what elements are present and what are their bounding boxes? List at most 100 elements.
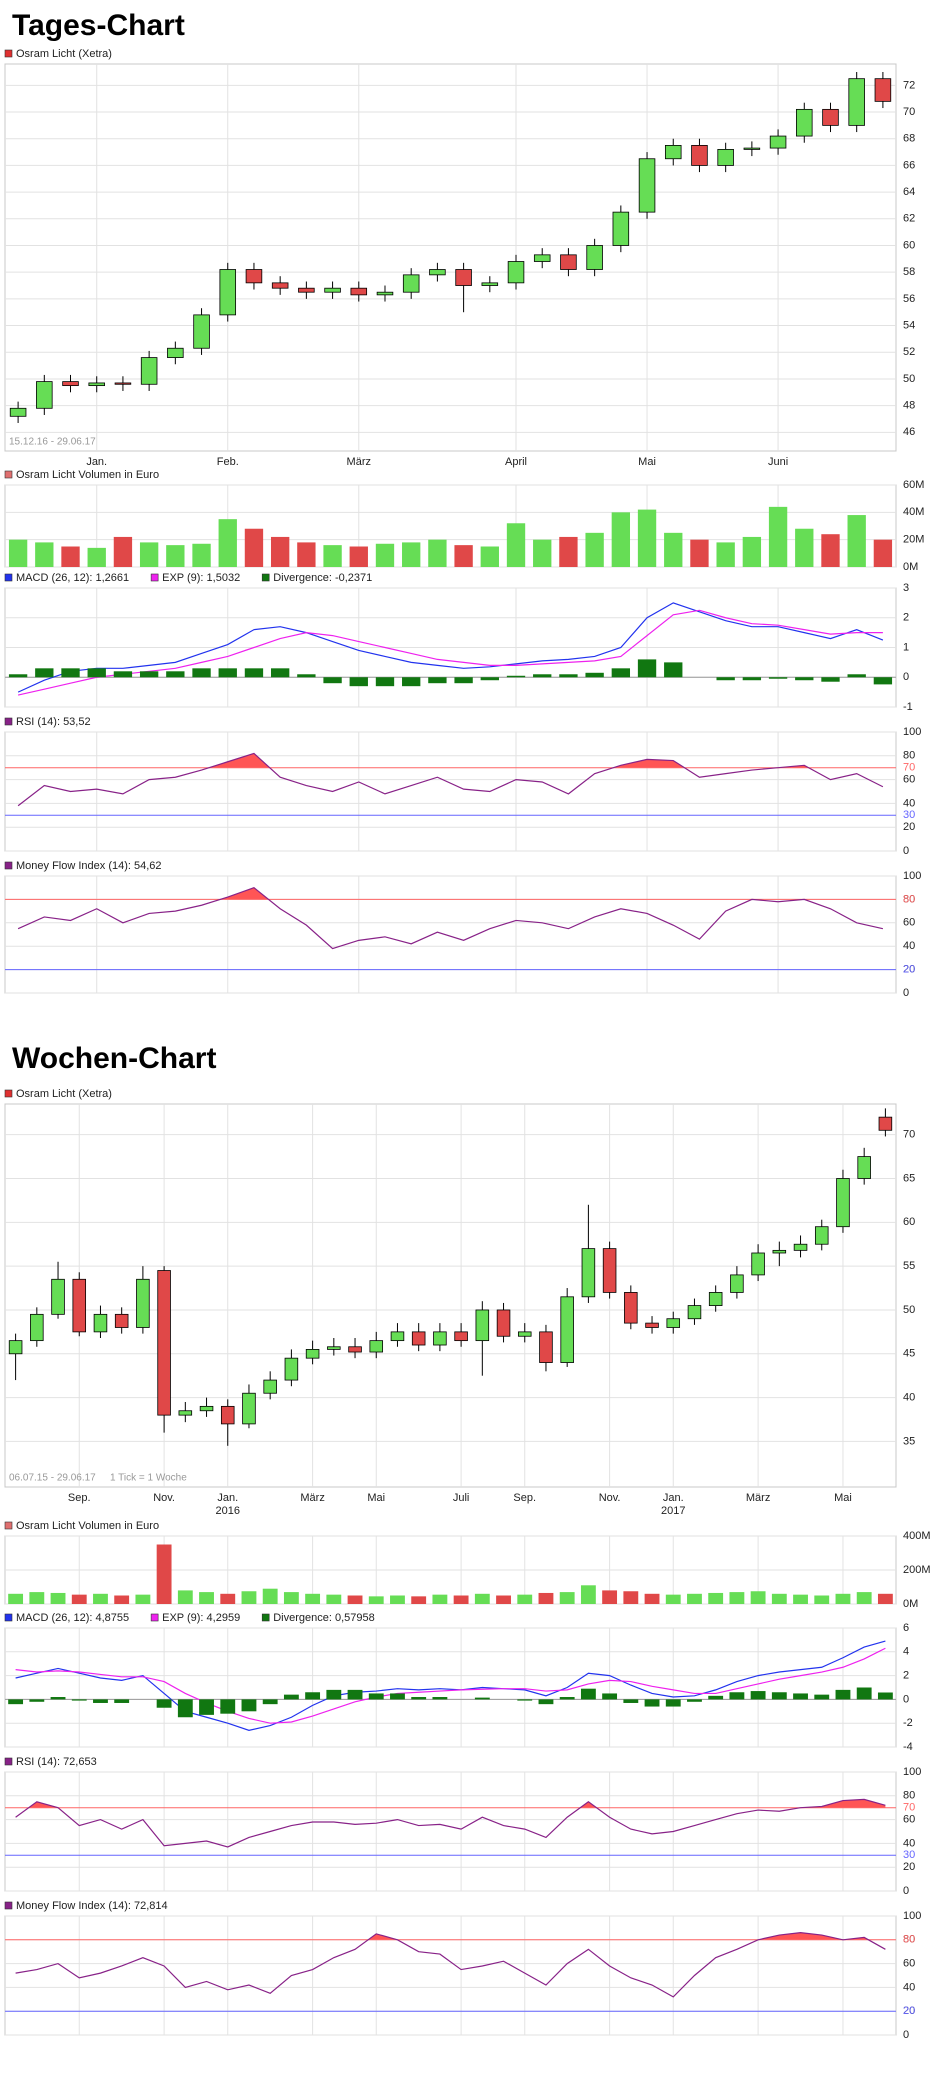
candle-body — [730, 1274, 744, 1293]
x-tick-label: April — [505, 456, 527, 468]
candle-body — [560, 254, 577, 270]
candle-body — [857, 1156, 871, 1179]
legend-swatch — [4, 1901, 13, 1910]
date-range: 06.07.15 - 29.06.17 — [9, 1473, 96, 1484]
volume-bar — [192, 543, 211, 567]
divergence-bar — [8, 674, 28, 678]
tick-note: 1 Tick = 1 Woche — [110, 1473, 187, 1484]
legend-label: Osram Licht (Xetra) — [16, 1088, 112, 1100]
divergence-bar — [8, 1699, 24, 1705]
y-tick-label: 20 — [903, 821, 915, 833]
volume-bar — [71, 1594, 87, 1604]
divergence-bar — [793, 1693, 808, 1700]
y-tick-label: 65 — [903, 1172, 915, 1184]
y-tick-label: 60 — [903, 1814, 915, 1826]
volume-bar — [305, 1593, 321, 1604]
series-line — [17, 609, 883, 696]
volume-bar — [814, 1595, 830, 1604]
y-tick-label: 56 — [903, 293, 915, 305]
y-tick-label: 0 — [903, 1885, 909, 1897]
candle-body — [475, 1309, 490, 1342]
volume-bar — [517, 1594, 533, 1604]
y-tick-label: 100 — [903, 870, 921, 882]
candle-body — [602, 1248, 617, 1293]
divergence-bar — [835, 1689, 851, 1700]
candle-body — [645, 1322, 659, 1328]
candle-body — [376, 291, 394, 296]
candle-body — [178, 1410, 193, 1416]
y-tick-label: 54 — [903, 319, 915, 331]
volume-bar — [113, 536, 133, 567]
date-range: 15.12.16 - 29.06.17 — [9, 437, 96, 448]
volume-bar — [729, 1592, 745, 1604]
divergence-bar — [241, 1699, 257, 1712]
volume-bar — [506, 523, 526, 567]
volume-bar — [283, 1592, 299, 1604]
divergence-bar — [729, 1692, 745, 1700]
y-tick-label: 400M — [903, 1530, 931, 1542]
candle-body — [517, 1331, 532, 1337]
x-tick-label: März — [300, 1492, 324, 1504]
level-label: 20 — [903, 964, 915, 976]
candle-body — [157, 1270, 171, 1416]
y-tick-label: 40 — [903, 1981, 915, 1993]
x-tick-label: Mai — [638, 456, 656, 468]
plot-frame — [4, 63, 897, 452]
volume-bar — [580, 1585, 596, 1604]
divergence-bar — [742, 677, 762, 681]
divergence-bar — [644, 1699, 660, 1707]
candle-body — [402, 274, 420, 293]
volume-bar — [156, 1544, 172, 1604]
legend-swatch — [4, 1757, 13, 1766]
divergence-bar — [244, 668, 264, 678]
y-tick-label: 80 — [903, 1934, 915, 1946]
y-tick-label: 20 — [903, 964, 915, 976]
divergence-bar — [856, 1687, 872, 1700]
series-line — [17, 602, 884, 693]
divergence-bar — [375, 677, 395, 687]
candle-body — [263, 1379, 277, 1394]
volume-bar — [135, 1594, 151, 1604]
divergence-bar — [50, 1697, 66, 1700]
series-line — [15, 1640, 886, 1731]
y-tick-label: 60 — [903, 774, 915, 786]
series-line — [17, 752, 884, 807]
divergence-bar — [297, 674, 316, 678]
volume-bar — [771, 1593, 787, 1604]
legend-label: EXP (9): 1,5032 — [162, 572, 240, 584]
divergence-bar — [517, 1699, 533, 1701]
y-tick-label: 72 — [903, 79, 915, 91]
divergence-bar — [821, 677, 840, 682]
divergence-bar — [283, 1694, 299, 1700]
x-tick-label: März — [347, 456, 371, 468]
volume-bar — [199, 1592, 214, 1604]
volume-bar — [326, 1594, 342, 1604]
volume-bar — [390, 1595, 405, 1604]
divergence-bar — [326, 1689, 342, 1700]
volume-bar — [166, 545, 185, 567]
divergence-bar — [177, 1699, 193, 1718]
candle-body — [666, 1318, 681, 1328]
volume-bar — [768, 506, 788, 567]
y-tick-label: 40 — [903, 940, 915, 952]
divergence-bar — [428, 677, 447, 684]
y-tick-label: 40M — [903, 506, 924, 518]
volume-bar — [611, 512, 631, 567]
candle-body — [429, 269, 446, 276]
divergence-bar — [305, 1692, 321, 1700]
divergence-bar — [623, 1699, 639, 1703]
volume-bar — [750, 1591, 766, 1604]
divergence-bar — [665, 1699, 681, 1707]
legend-swatch — [150, 1613, 159, 1622]
divergence-bar — [93, 1699, 108, 1703]
volume-bar — [270, 536, 290, 567]
y-tick-label: 66 — [903, 159, 915, 171]
y-tick-label: 40 — [903, 1837, 915, 1849]
divergence-bar — [87, 668, 106, 678]
series-line — [15, 1798, 886, 1848]
volume-bar — [453, 1595, 469, 1604]
divergence-bar — [323, 677, 342, 684]
y-tick-label: 60 — [903, 917, 915, 929]
divergence-bar — [166, 671, 185, 678]
